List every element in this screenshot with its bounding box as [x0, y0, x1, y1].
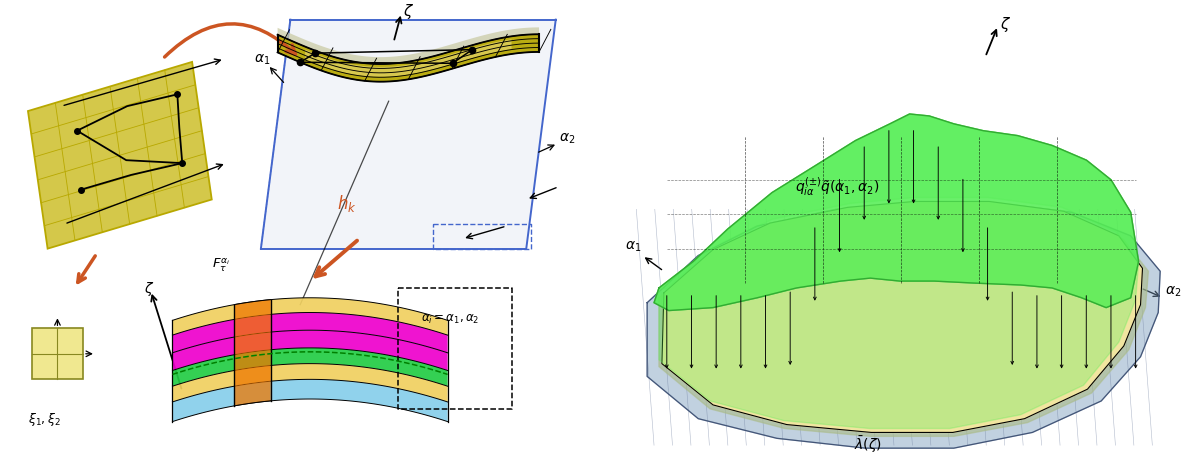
- Polygon shape: [278, 27, 539, 82]
- Polygon shape: [305, 39, 511, 77]
- Text: $\alpha_2$: $\alpha_2$: [559, 132, 575, 146]
- Polygon shape: [172, 330, 448, 371]
- Polygon shape: [172, 364, 448, 402]
- Polygon shape: [172, 379, 448, 422]
- Text: $\xi_1, \xi_2$: $\xi_1, \xi_2$: [28, 410, 61, 428]
- Polygon shape: [172, 348, 448, 386]
- Polygon shape: [32, 328, 83, 379]
- Polygon shape: [235, 314, 271, 337]
- Text: $h_k$: $h_k$: [336, 193, 357, 214]
- Text: $\alpha_2$: $\alpha_2$: [1165, 285, 1181, 299]
- Polygon shape: [235, 300, 271, 319]
- FancyArrowPatch shape: [165, 24, 296, 57]
- Polygon shape: [662, 202, 1142, 432]
- Polygon shape: [172, 313, 448, 353]
- Text: $\zeta$: $\zeta$: [403, 2, 414, 21]
- Text: $\bar{\lambda}(\zeta)$: $\bar{\lambda}(\zeta)$: [853, 434, 881, 455]
- Polygon shape: [261, 20, 555, 249]
- Polygon shape: [654, 114, 1138, 311]
- Text: $q_{i\alpha}^{(\pm)}\tilde{q}(\alpha_1,\alpha_2)$: $q_{i\alpha}^{(\pm)}\tilde{q}(\alpha_1,\…: [795, 176, 879, 199]
- Polygon shape: [235, 332, 271, 355]
- Polygon shape: [172, 298, 448, 335]
- Text: $\alpha_1$: $\alpha_1$: [625, 239, 640, 254]
- Polygon shape: [654, 114, 1138, 429]
- Polygon shape: [235, 350, 271, 371]
- Text: $\alpha_i = \alpha_1, \alpha_2$: $\alpha_i = \alpha_1, \alpha_2$: [421, 314, 480, 326]
- Polygon shape: [278, 34, 539, 82]
- Polygon shape: [658, 204, 1148, 436]
- Text: $\zeta$: $\zeta$: [999, 16, 1011, 34]
- Polygon shape: [648, 202, 1160, 448]
- Polygon shape: [235, 366, 271, 386]
- Polygon shape: [28, 62, 212, 249]
- Text: $\alpha_1$: $\alpha_1$: [254, 53, 271, 67]
- Text: $F_\tau^{\alpha_i}$: $F_\tau^{\alpha_i}$: [212, 256, 230, 274]
- Text: $\zeta$: $\zeta$: [144, 280, 154, 298]
- Polygon shape: [235, 381, 271, 406]
